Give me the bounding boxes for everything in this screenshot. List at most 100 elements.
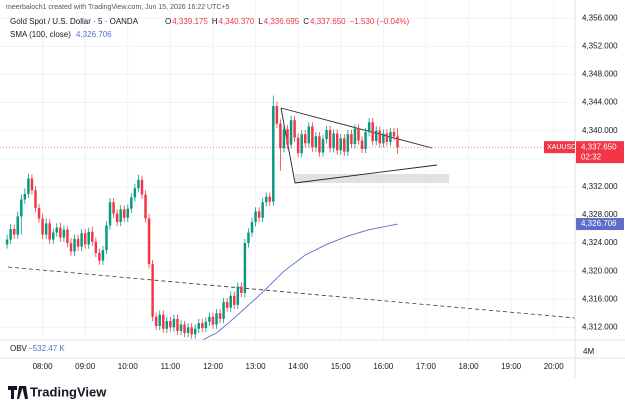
candle-body xyxy=(346,134,350,152)
candle xyxy=(130,193,133,213)
candle xyxy=(374,126,378,146)
obv-label: OBV xyxy=(10,344,28,353)
candle xyxy=(204,317,208,333)
candle-body xyxy=(112,202,115,214)
candle xyxy=(215,309,218,329)
candle-body xyxy=(165,321,169,329)
candle-body xyxy=(126,208,130,218)
candle xyxy=(222,297,225,324)
ohlc-value: 4,337.650 xyxy=(310,17,346,26)
candle xyxy=(254,207,257,227)
last-price: 4,337.650 xyxy=(581,142,617,151)
candle-body xyxy=(275,106,279,124)
candle xyxy=(250,217,254,237)
candle-body xyxy=(268,196,271,202)
candle xyxy=(211,312,215,329)
candle-body xyxy=(264,196,268,203)
candle xyxy=(286,125,289,149)
ohlc-key: L xyxy=(258,17,263,26)
candle-body xyxy=(321,139,325,153)
candle-body xyxy=(286,129,289,145)
x-tick-label: 15:00 xyxy=(331,362,352,371)
candle-body xyxy=(5,239,9,245)
candle-body xyxy=(133,188,137,198)
candle xyxy=(364,127,367,154)
symbol-tag-bg xyxy=(544,141,575,154)
candle xyxy=(236,282,240,310)
candle xyxy=(51,228,55,244)
candle-body xyxy=(9,229,12,240)
candle-body xyxy=(296,137,300,154)
candle xyxy=(69,238,73,256)
candle xyxy=(44,218,48,239)
candle-body xyxy=(87,231,90,245)
candle xyxy=(176,314,179,336)
candle xyxy=(332,129,335,153)
candle xyxy=(91,226,94,246)
candle-body xyxy=(328,129,332,149)
y-tick-label: 4,356.000 xyxy=(582,13,618,22)
candle xyxy=(343,134,346,156)
candle-body xyxy=(339,138,342,151)
candle xyxy=(314,132,318,152)
candle xyxy=(151,259,154,322)
candle-body xyxy=(69,243,73,252)
x-tick-label: 12:00 xyxy=(203,362,224,371)
candle xyxy=(229,291,232,312)
x-tick-label: 10:00 xyxy=(118,362,139,371)
candle-body xyxy=(247,232,250,244)
candle xyxy=(66,226,69,248)
candle xyxy=(257,207,261,222)
candle xyxy=(261,198,264,222)
candle-body xyxy=(59,227,62,238)
candle-body xyxy=(318,136,321,153)
obv-value: −532.47 K xyxy=(28,344,65,353)
candle-body xyxy=(382,133,385,144)
ohlc-key: O xyxy=(165,17,171,26)
candle xyxy=(268,192,271,206)
candle xyxy=(41,214,44,239)
y-tick-label: 4,320.000 xyxy=(582,266,618,275)
candle-body xyxy=(55,227,59,233)
candle xyxy=(275,101,279,128)
candle-body xyxy=(34,190,37,208)
trend-line xyxy=(7,266,575,319)
credit: meerbaloch1 created with TradingView.com… xyxy=(6,4,230,11)
candle xyxy=(335,129,339,155)
candle-body xyxy=(73,238,76,252)
y-tick-label: 4,328.000 xyxy=(582,210,618,219)
candle xyxy=(300,129,303,158)
candle xyxy=(27,173,30,199)
candle-body xyxy=(105,225,108,251)
candle xyxy=(48,219,51,244)
candle-body xyxy=(98,252,101,261)
candle-body xyxy=(91,231,94,242)
candle-body xyxy=(83,233,87,245)
candle xyxy=(289,115,293,149)
candle xyxy=(197,318,201,333)
candle-body xyxy=(41,218,44,235)
candle-body xyxy=(335,133,339,151)
brand: TradingView xyxy=(30,384,107,399)
candle-body xyxy=(332,133,335,149)
candle xyxy=(240,282,243,298)
candle xyxy=(346,129,350,156)
candle-body xyxy=(190,327,193,335)
candle-body xyxy=(169,321,172,328)
candle xyxy=(293,115,296,142)
candle xyxy=(122,205,126,222)
candle-body xyxy=(108,202,112,226)
symbol-name: Gold Spot / U.S. Dollar · 5 · OANDA xyxy=(10,17,139,26)
sma-tag: 4,326.706 xyxy=(581,219,617,228)
footer-logo: TradingView xyxy=(8,384,107,399)
countdown: 02:32 xyxy=(581,152,602,161)
candle xyxy=(382,129,385,148)
candle-body xyxy=(94,241,98,253)
candle-body xyxy=(364,132,367,149)
candle-body xyxy=(325,129,328,140)
candle-body xyxy=(282,129,286,149)
candle-body xyxy=(307,126,311,144)
candle-body xyxy=(204,321,208,329)
plot-area xyxy=(0,95,575,340)
symbol-tag: XAUUSD xyxy=(547,144,576,151)
